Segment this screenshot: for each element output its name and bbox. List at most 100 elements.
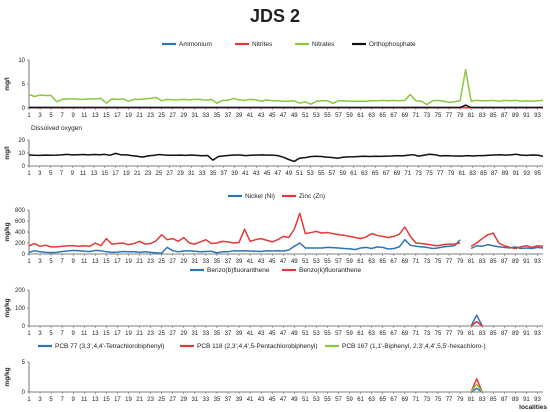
y-axis-label: mg/kg — [4, 222, 11, 241]
x-tick-label: 79 — [457, 113, 464, 119]
x-tick-label: 73 — [424, 397, 431, 403]
x-tick-label: 77 — [446, 397, 453, 403]
y-axis-label: mg/kg — [4, 367, 11, 386]
x-tick-label: 31 — [191, 259, 198, 265]
x-tick-label: 89 — [512, 113, 519, 119]
x-tick-label: 35 — [214, 331, 221, 337]
x-tick-label: 11 — [81, 259, 88, 265]
x-tick-label: 25 — [156, 171, 163, 177]
x-tick-label: 15 — [103, 397, 110, 403]
x-tick-label: 21 — [136, 397, 143, 403]
x-tick-label: 63 — [368, 259, 375, 265]
x-tick-label: 67 — [390, 397, 397, 403]
x-tick-label: 81 — [468, 397, 475, 403]
x-tick-label: 13 — [92, 397, 99, 403]
x-tick-label: 7 — [60, 397, 64, 403]
x-tick-label: 21 — [134, 171, 141, 177]
chart-title: JDS 2 — [250, 6, 300, 26]
x-tick-label: 79 — [457, 331, 464, 337]
x-tick-label: 7 — [60, 171, 64, 177]
x-tick-label: 9 — [72, 331, 76, 337]
x-tick-label: 37 — [225, 397, 232, 403]
x-tick-label: 31 — [188, 171, 195, 177]
x-tick-label: 35 — [214, 113, 221, 119]
y-tick-label: 200 — [15, 288, 26, 294]
x-tick-label: 11 — [81, 113, 88, 119]
x-tick-label: 5 — [49, 259, 53, 265]
x-tick-label: 41 — [247, 397, 254, 403]
y-tick-label: 600 — [15, 219, 26, 225]
x-tick-label: 43 — [258, 113, 265, 119]
x-tick-label: 27 — [169, 397, 176, 403]
x-tick-label: 31 — [191, 397, 198, 403]
x-tick-label: 17 — [114, 113, 121, 119]
x-tick-label: 89 — [512, 397, 519, 403]
y-tick-label: 0 — [22, 252, 26, 258]
y-tick-label: 5 — [22, 360, 26, 366]
x-tick-label: 11 — [81, 397, 88, 403]
x-tick-label: 53 — [313, 397, 320, 403]
x-tick-label: 83 — [479, 259, 486, 265]
x-tick-label: 59 — [346, 397, 353, 403]
x-tick-label: 69 — [401, 113, 408, 119]
x-tick-label: 85 — [490, 113, 497, 119]
x-tick-label: 5 — [49, 113, 53, 119]
x-tick-label: 3 — [38, 331, 42, 337]
x-tick-label: 43 — [258, 397, 265, 403]
x-tick-label: 75 — [435, 259, 442, 265]
x-tick-label: 51 — [302, 331, 309, 337]
x-tick-label: 49 — [291, 113, 298, 119]
x-tick-label: 67 — [390, 259, 397, 265]
x-tick-label: 9 — [72, 397, 76, 403]
x-tick-label: 65 — [379, 397, 386, 403]
x-tick-label: 65 — [379, 113, 386, 119]
x-tick-label: 13 — [92, 259, 99, 265]
y-tick-label: 0 — [22, 390, 26, 396]
x-tick-label: 83 — [479, 113, 486, 119]
x-tick-label: 89 — [502, 171, 509, 177]
x-tick-label: 33 — [203, 259, 210, 265]
x-tick-label: 49 — [291, 259, 298, 265]
x-tick-label: 19 — [125, 331, 132, 337]
x-tick-label: 53 — [307, 171, 314, 177]
x-tick-label: 15 — [101, 171, 108, 177]
x-tick-label: 15 — [103, 113, 110, 119]
x-tick-label: 85 — [490, 259, 497, 265]
x-tick-label: 49 — [291, 331, 298, 337]
x-tick-label: 93 — [523, 171, 530, 177]
x-tick-label: 37 — [225, 259, 232, 265]
x-tick-label: 79 — [448, 171, 455, 177]
x-tick-label: 3 — [38, 259, 42, 265]
x-tick-label: 75 — [435, 331, 442, 337]
x-tick-label: 25 — [158, 331, 165, 337]
x-tick-label: 41 — [247, 331, 254, 337]
x-tick-label: 41 — [247, 113, 254, 119]
x-tick-label: 39 — [236, 113, 243, 119]
x-tick-label: 47 — [280, 113, 287, 119]
x-tick-label: 87 — [501, 397, 508, 403]
x-tick-label: 71 — [404, 171, 411, 177]
x-tick-label: 71 — [413, 397, 420, 403]
x-tick-label: 51 — [302, 113, 309, 119]
y-tick-label: 10 — [18, 58, 25, 64]
y-tick-label: 0 — [22, 164, 26, 170]
x-tick-label: 27 — [169, 113, 176, 119]
x-tick-label: 47 — [280, 259, 287, 265]
x-tick-label: 83 — [479, 397, 486, 403]
x-tick-label: 77 — [446, 259, 453, 265]
x-tick-label: 73 — [424, 113, 431, 119]
x-tick-label: 5 — [49, 397, 53, 403]
y-axis-label: mg/kg — [4, 298, 11, 317]
x-tick-label: 13 — [92, 113, 99, 119]
legend-entry: Nitrites — [252, 41, 273, 48]
x-tick-label: 51 — [302, 259, 309, 265]
x-tick-label: 1 — [27, 331, 31, 337]
x-tick-label: 61 — [350, 171, 357, 177]
legend-entry: Orthophosphate — [369, 41, 416, 48]
x-tick-label: 75 — [435, 397, 442, 403]
x-tick-label: 17 — [114, 259, 121, 265]
